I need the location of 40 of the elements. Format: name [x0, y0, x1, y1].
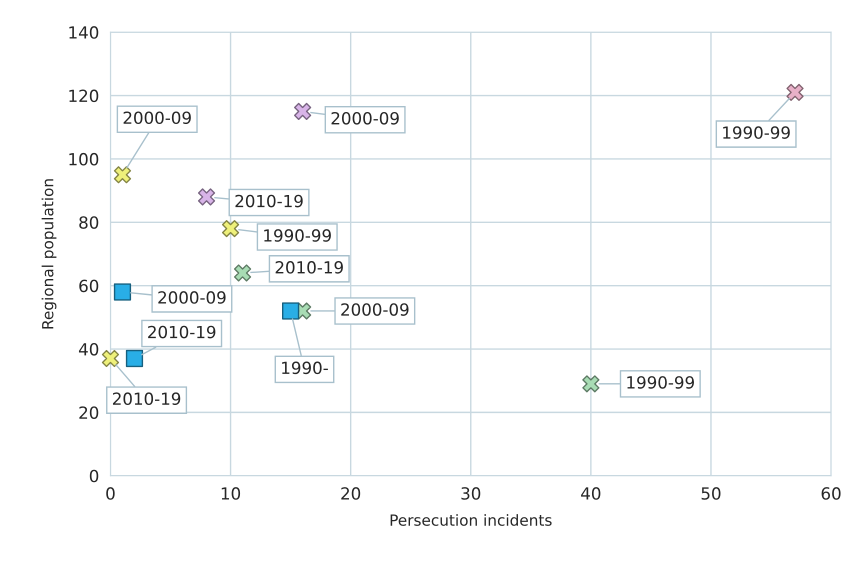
- annotation: 2000-09: [158, 291, 226, 304]
- x-tick-label: 40: [581, 487, 600, 500]
- x-axis-title: Persecution incidents: [390, 514, 552, 526]
- annotation: 2010-19: [112, 392, 180, 406]
- annotation: 1990-99: [723, 126, 790, 139]
- point: [114, 166, 132, 184]
- y-tick-label: 40: [78, 342, 98, 356]
- x-tick-label: 10: [222, 487, 240, 500]
- y-tick-label: 140: [69, 26, 98, 39]
- y-tick-label: 20: [79, 406, 98, 419]
- annotation: 2010-19: [148, 326, 216, 338]
- point: [114, 283, 132, 301]
- point: [126, 350, 144, 368]
- annotation: 2010-19: [276, 261, 343, 274]
- point: [198, 188, 216, 206]
- y-tick-label: 60: [79, 280, 98, 292]
- point: [282, 302, 300, 320]
- point: [582, 375, 600, 392]
- x-tick-label: 0: [106, 487, 115, 500]
- y-axis-title: Regional population: [42, 179, 56, 328]
- annotation: 1990-: [282, 362, 328, 374]
- annotation: 2000-09: [341, 303, 408, 316]
- point: [786, 84, 804, 102]
- y-tick-label: 0: [90, 470, 98, 482]
- y-tick-label: 100: [69, 152, 98, 166]
- x-tick-label: 30: [461, 487, 480, 500]
- y-tick-label: 120: [69, 90, 98, 102]
- x-tick-label: 20: [341, 487, 360, 500]
- point: [102, 350, 120, 368]
- point: [234, 264, 252, 282]
- point: [294, 102, 312, 120]
- annotation: 2000-09: [332, 112, 399, 125]
- x-tick-label: 50: [702, 487, 720, 500]
- y-tick-label: 80: [79, 216, 98, 229]
- annotation: 1990-99: [264, 229, 331, 242]
- x-tick-label: 60: [822, 487, 841, 500]
- annotation: 2000-09: [124, 111, 191, 124]
- annotation: 2010-19: [235, 194, 303, 208]
- annotation: 1990-99: [627, 376, 694, 389]
- point: [222, 220, 240, 238]
